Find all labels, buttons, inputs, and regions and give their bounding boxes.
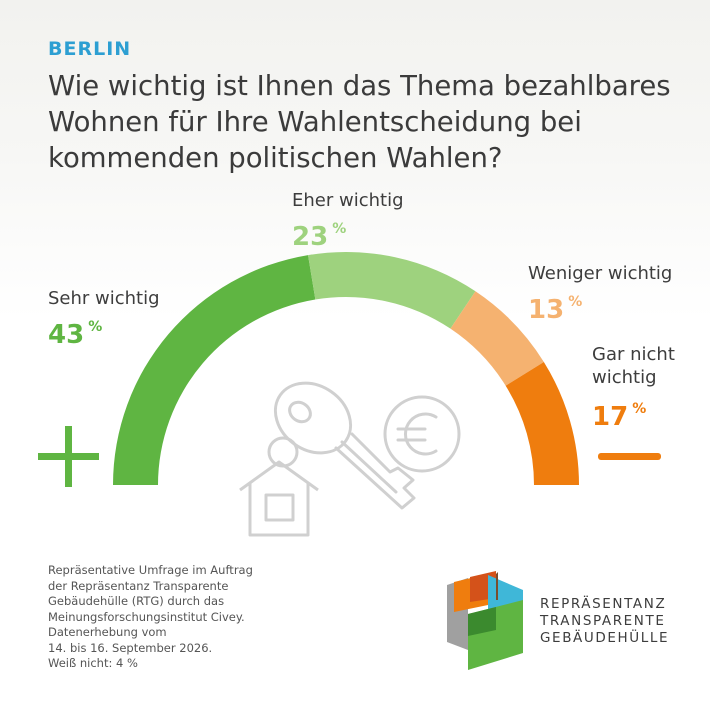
- brand-name: REPRÄSENTANZ TRANSPARENTE GEBÄUDEHÜLLE: [540, 596, 669, 647]
- value-weniger-wichtig-number: 13: [528, 295, 565, 325]
- arc-segment-sehr-wichtig: [113, 255, 316, 485]
- value-sehr-wichtig-unit: %: [88, 319, 103, 335]
- footnote-line: der Repräsentanz Transparente: [48, 578, 229, 593]
- footnote-line: Weiß nicht: 4 %: [48, 656, 138, 670]
- minus-symbol: [598, 453, 661, 460]
- label-gar-nicht-line1: Gar nicht: [592, 344, 675, 365]
- label-gar-nicht-line2: wichtig: [592, 367, 657, 388]
- value-gar-nicht-wichtig-number: 17: [592, 402, 629, 432]
- key-icon: [267, 381, 416, 510]
- footnote-line: Gebäudehülle (RTG) durch das: [48, 594, 225, 608]
- value-weniger-wichtig: 13%: [528, 288, 582, 324]
- value-sehr-wichtig: 43%: [48, 313, 102, 349]
- value-eher-wichtig-number: 23: [292, 222, 329, 252]
- label-gar-nicht-wichtig: Gar nicht wichtig: [592, 343, 675, 389]
- region-kicker: BERLIN: [48, 38, 132, 60]
- label-sehr-wichtig: Sehr wichtig: [48, 288, 160, 309]
- brand-line2: TRANSPARENTE: [540, 613, 666, 629]
- house-icon: [239, 460, 319, 537]
- footnote-line: 14. bis 16. September 2026.: [48, 640, 213, 655]
- brand-line3: GEBÄUDEHÜLLE: [540, 630, 670, 646]
- plus-symbol: [38, 426, 99, 487]
- euro-coin-icon: [383, 395, 461, 473]
- brand-line1: REPRÄSENTANZ: [540, 596, 667, 612]
- label-eher-wichtig: Eher wichtig: [292, 190, 404, 211]
- arc-segment-weniger-wichtig: [450, 291, 544, 386]
- footnote: Repräsentative Umfrage im Auftrag der Re…: [48, 563, 288, 672]
- value-gar-nicht-wichtig-unit: %: [632, 401, 647, 417]
- footnote-line: Datenerhebung vom: [48, 625, 167, 639]
- value-eher-wichtig-unit: %: [332, 221, 347, 237]
- page-title: Wie wichtig ist Ihnen das Thema bezahlba…: [48, 70, 671, 174]
- value-eher-wichtig: 23%: [292, 215, 346, 251]
- arc-segment-eher-wichtig: [308, 252, 476, 329]
- arc-segments: [113, 252, 579, 485]
- label-weniger-wichtig: Weniger wichtig: [528, 263, 673, 284]
- value-sehr-wichtig-number: 43: [48, 320, 85, 350]
- footnote-line: Repräsentative Umfrage im Auftrag: [48, 563, 253, 577]
- value-weniger-wichtig-unit: %: [568, 294, 583, 310]
- footnote-line: Meinungsforschungsinstitut Civey.: [48, 609, 245, 624]
- rtg-logo-icon: [447, 571, 523, 670]
- arc-segment-gar-nicht-wichtig: [505, 361, 579, 485]
- value-gar-nicht-wichtig: 17%: [592, 395, 646, 431]
